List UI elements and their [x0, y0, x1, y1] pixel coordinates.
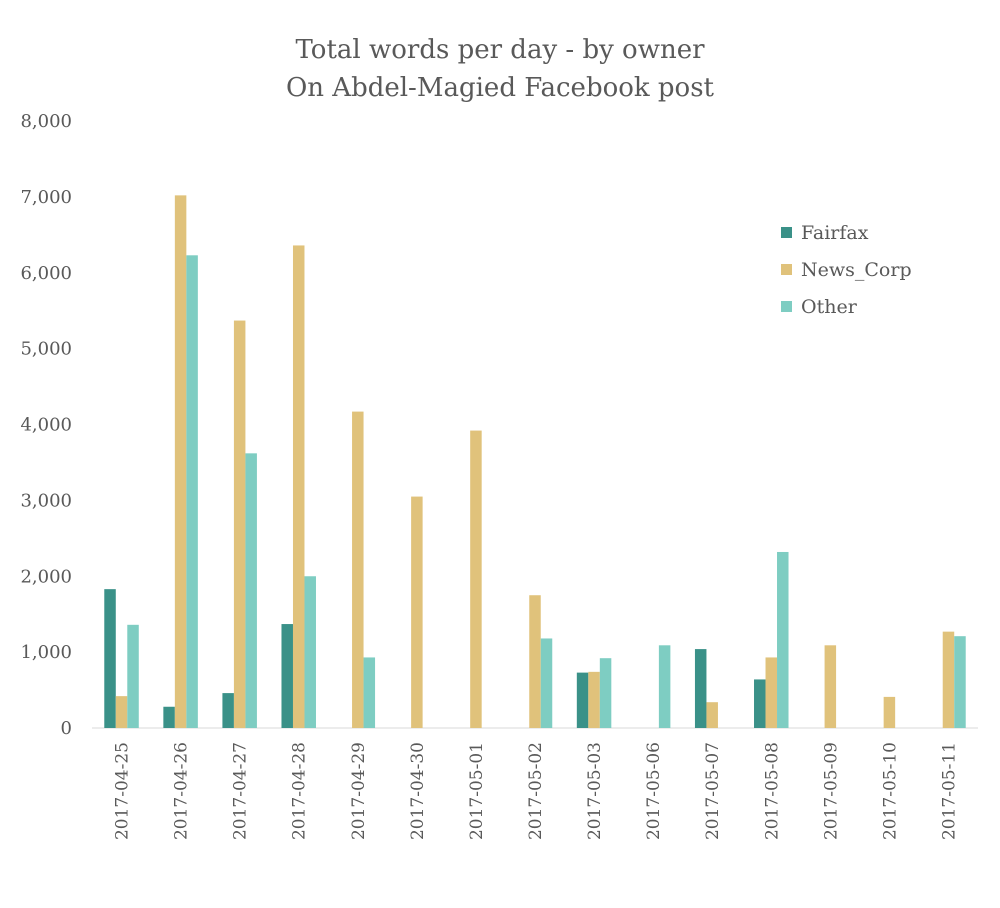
- y-tick-label: 7,000: [20, 187, 72, 208]
- x-tick-label: 2017-05-10: [880, 742, 900, 840]
- bar-news-corp: [824, 645, 837, 728]
- y-tick-label: 0: [61, 718, 72, 739]
- x-tick-label: 2017-05-06: [644, 742, 664, 840]
- bar-other: [954, 636, 966, 728]
- bar-fairfax: [754, 679, 766, 728]
- chart-title: Total words per day - by owner: [295, 35, 705, 65]
- bar-other: [304, 576, 316, 728]
- bar-news-corp: [942, 631, 955, 728]
- bar-fairfax: [281, 624, 293, 728]
- y-tick-label: 4,000: [20, 415, 72, 436]
- x-tick-label: 2017-05-01: [467, 742, 487, 840]
- x-tick-label: 2017-04-25: [113, 742, 133, 840]
- x-tick-label: 2017-05-09: [821, 742, 841, 840]
- x-tick-label: 2017-05-07: [703, 742, 723, 840]
- bar-news-corp: [883, 696, 896, 728]
- y-tick-label: 3,000: [20, 490, 72, 511]
- bar-other: [540, 638, 553, 728]
- bar-news-corp: [292, 245, 305, 728]
- bar-news-corp: [588, 671, 600, 728]
- bars: [104, 195, 966, 729]
- bar-fairfax: [104, 589, 116, 728]
- bar-news-corp: [529, 595, 541, 728]
- x-tick-label: 2017-05-02: [526, 742, 546, 840]
- bar-other: [127, 624, 139, 728]
- y-tick-label: 2,000: [20, 566, 72, 587]
- bar-other: [658, 645, 671, 728]
- bar-other: [599, 658, 612, 728]
- y-tick-label: 5,000: [20, 339, 72, 360]
- legend-label: Fairfax: [801, 222, 869, 244]
- bar-other: [186, 255, 198, 729]
- x-tick-label: 2017-04-29: [349, 742, 369, 840]
- bar-news-corp: [470, 430, 482, 728]
- bar-fairfax: [576, 672, 589, 728]
- x-tick-label: 2017-04-26: [172, 742, 192, 840]
- bar-news-corp: [411, 496, 423, 728]
- bar-news-corp: [115, 696, 128, 728]
- x-tick-label: 2017-05-08: [762, 742, 782, 840]
- x-tick-label: 2017-04-28: [290, 742, 310, 840]
- legend-swatch-news-corp: [781, 264, 792, 275]
- y-tick-label: 8,000: [20, 111, 72, 132]
- bar-other: [777, 551, 789, 728]
- x-tick-label: 2017-05-03: [585, 742, 605, 840]
- legend-swatch-fairfax: [781, 227, 792, 238]
- bar-news-corp: [233, 320, 246, 728]
- x-axis-ticks: 2017-04-25 2017-04-26 2017-04-27 2017-04-28…: [113, 742, 960, 840]
- chart-subtitle: On Abdel-Magied Facebook post: [285, 73, 715, 103]
- y-tick-label: 6,000: [20, 263, 72, 284]
- legend: Fairfax News_Corp Other: [781, 222, 912, 318]
- bar-fairfax: [163, 706, 175, 728]
- x-tick-label: 2017-04-27: [231, 742, 251, 840]
- x-tick-label: 2017-05-11: [939, 742, 959, 840]
- bar-fairfax: [222, 693, 234, 728]
- legend-label: Other: [801, 296, 858, 318]
- bar-news-corp: [706, 702, 718, 728]
- y-axis-ticks: 0 1,000 2,000 3,000 4,000 5,000 6,000 7,000 8,00…: [20, 111, 72, 739]
- bar-news-corp: [174, 195, 187, 729]
- bar-fairfax: [694, 649, 707, 728]
- bar-other: [245, 453, 257, 728]
- x-tick-label: 2017-04-30: [408, 742, 428, 840]
- y-tick-label: 1,000: [20, 642, 72, 663]
- bar-other: [363, 657, 376, 728]
- bar-news-corp: [765, 657, 778, 728]
- legend-label: News_Corp: [801, 259, 912, 281]
- legend-swatch-other: [781, 301, 792, 312]
- bar-news-corp: [352, 411, 364, 728]
